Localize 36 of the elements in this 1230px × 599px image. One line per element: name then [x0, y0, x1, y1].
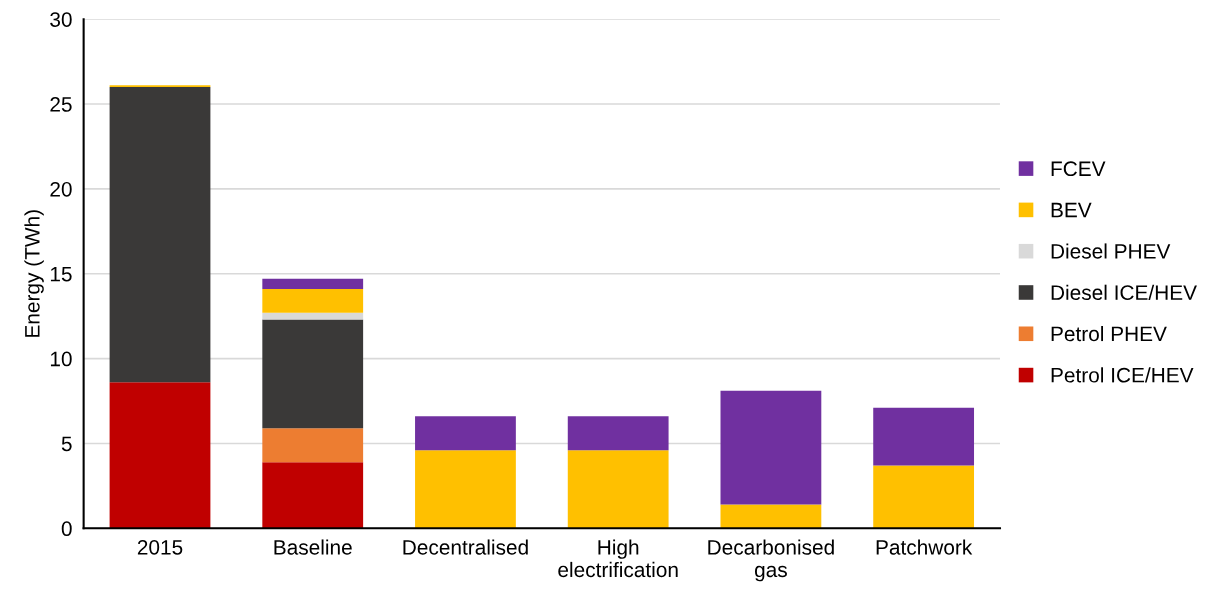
- bar: [262, 278, 364, 290]
- bar: [873, 407, 975, 466]
- legend-label: BEV: [1051, 202, 1092, 218]
- x-tick-label: Decentralised: [403, 539, 528, 555]
- y-tick-label: 30: [50, 12, 72, 27]
- bar: [262, 312, 364, 320]
- legend-label: Diesel PHEV: [1051, 243, 1171, 259]
- y-tick-label: 20: [50, 181, 72, 197]
- bar: [567, 450, 669, 529]
- bar: [262, 428, 364, 463]
- x-tick-label: High electrification: [558, 539, 678, 578]
- legend-label: FCEV: [1051, 161, 1106, 177]
- x-tick-label: 2015: [137, 539, 183, 555]
- bar: [262, 289, 364, 313]
- bar: [262, 462, 364, 529]
- bar: [415, 416, 516, 451]
- y-tick-label: 15: [50, 266, 72, 282]
- legend-label: Petrol PHEV: [1051, 325, 1167, 342]
- bar: [567, 416, 669, 451]
- bar: [415, 450, 516, 529]
- bar: [873, 465, 975, 529]
- y-tick-label: 10: [50, 351, 72, 367]
- x-tick-label: Patchwork: [876, 539, 973, 555]
- y-tick-label: 25: [50, 97, 72, 112]
- y-axis-title: Energy (TWh): [24, 210, 44, 337]
- bar: [262, 319, 364, 429]
- x-tick-label: Baseline: [274, 539, 352, 555]
- x-tick-label: Decarbonised gas: [708, 539, 834, 582]
- bar: [720, 504, 822, 529]
- bar: [109, 382, 211, 529]
- y-tick-label: 0: [61, 521, 72, 537]
- bar: [109, 87, 211, 383]
- y-tick-label: 5: [61, 436, 72, 452]
- legend-label: Petrol ICE/HEV: [1051, 367, 1194, 383]
- bar: [720, 390, 822, 505]
- legend-label: Diesel ICE/HEV: [1051, 284, 1197, 300]
